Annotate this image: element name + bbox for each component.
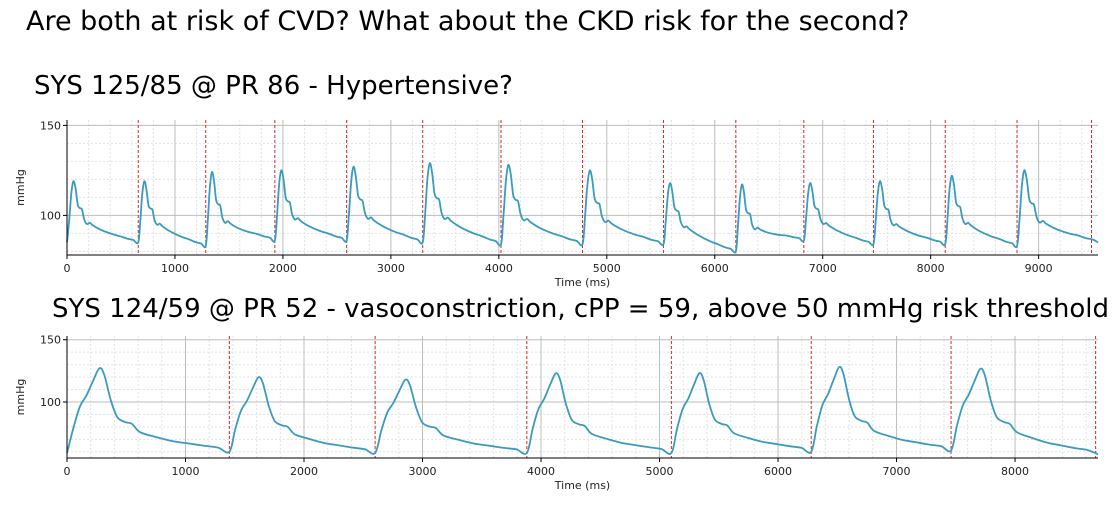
chart-2-x-tick-label: 8000 xyxy=(1001,465,1029,478)
chart-2-y-tick-label: 100 xyxy=(40,396,61,409)
chart-2-x-tick-label: 4000 xyxy=(527,465,555,478)
chart-1-x-tick-label: 9000 xyxy=(1025,262,1053,275)
headline: Are both at risk of CVD? What about the … xyxy=(26,6,910,37)
chart-2-plot: 0 1000 2000 3000 4000 5000 6000 7000 8000 100 150 T… xyxy=(14,334,1099,492)
chart-1-x-tick-label: 6000 xyxy=(701,262,729,275)
chart-1-x-tick-label: 1000 xyxy=(161,262,189,275)
chart-2-x-tick-label: 1000 xyxy=(172,465,200,478)
chart-2-title: SYS 124/59 @ PR 52 - vasoconstriction, c… xyxy=(52,294,1110,324)
chart-2-x-tick-label: 5000 xyxy=(646,465,674,478)
chart-1-x-tick-label: 7000 xyxy=(809,262,837,275)
chart-1-x-tick-label: 0 xyxy=(64,262,71,275)
chart-2-y-tick-label: 150 xyxy=(40,334,61,347)
chart-1-y-axis-label: mmHg xyxy=(14,169,27,206)
chart-2-x-axis-label: Time (ms) xyxy=(554,479,610,492)
chart-1-x-tick-label: 5000 xyxy=(593,262,621,275)
chart-2-y-axis-label: mmHg xyxy=(14,379,27,416)
chart-1-x-tick-label: 4000 xyxy=(485,262,513,275)
chart-1-x-axis-label: Time (ms) xyxy=(554,276,610,288)
chart-1-title: SYS 125/85 @ PR 86 - Hypertensive? xyxy=(34,71,513,101)
chart-2-pressure-waveform xyxy=(66,365,1099,456)
chart-2-x-tick-label: 0 xyxy=(64,465,71,478)
chart-2-x-tick-label: 6000 xyxy=(764,465,792,478)
chart-1-plot: 0 1000 2000 3000 4000 5000 6000 7000 8000 9000 100… xyxy=(14,119,1099,288)
chart-1-x-tick-label: 2000 xyxy=(269,262,297,275)
chart-2-x-tick-label: 2000 xyxy=(290,465,318,478)
chart-2-x-tick-label: 3000 xyxy=(409,465,437,478)
chart-1-x-tick-label: 3000 xyxy=(377,262,405,275)
chart-1-y-tick-label: 150 xyxy=(40,119,61,132)
chart-1-pressure-waveform xyxy=(66,162,1099,254)
chart-1-x-tick-label: 8000 xyxy=(917,262,945,275)
chart-1-y-tick-label: 100 xyxy=(40,209,61,222)
chart-2-x-tick-label: 7000 xyxy=(883,465,911,478)
